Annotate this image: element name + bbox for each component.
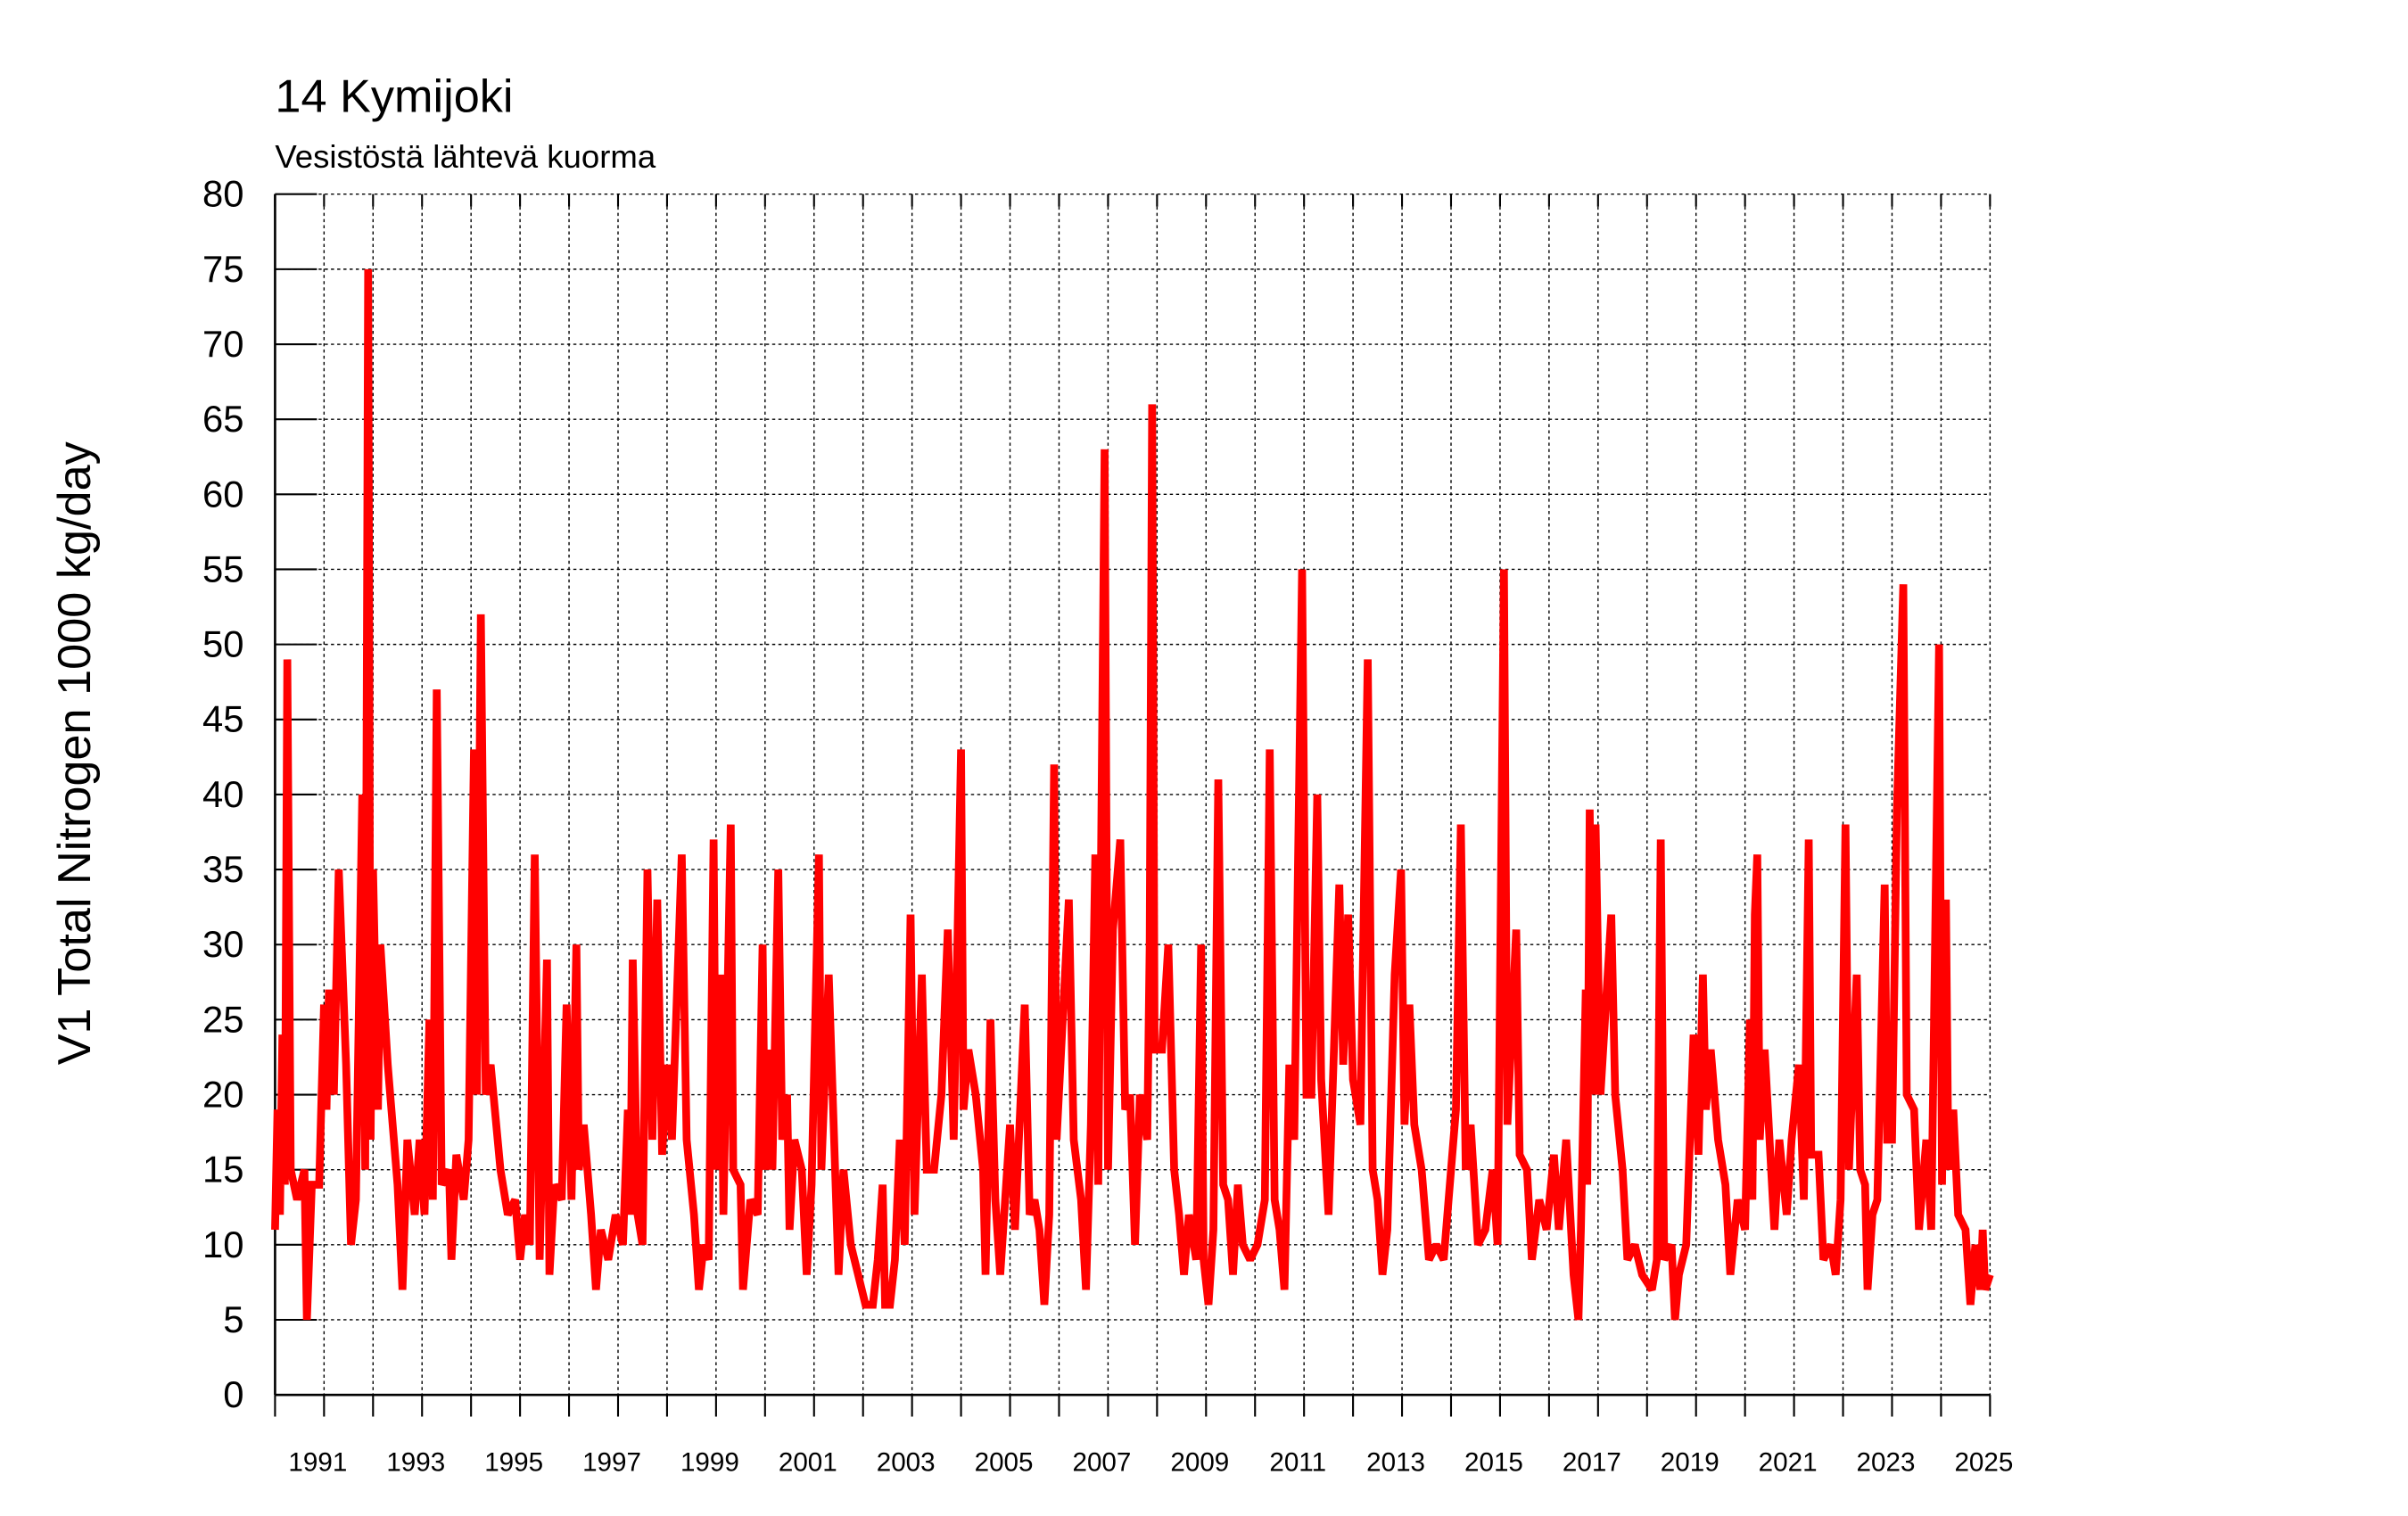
x-tick-label: 2001	[779, 1447, 837, 1477]
y-tick-label: 40	[202, 773, 244, 815]
data-line	[271, 268, 1994, 1321]
x-tick-label: 2017	[1563, 1447, 1621, 1477]
y-tick-label: 30	[202, 923, 244, 965]
y-tick-label: 15	[202, 1149, 244, 1191]
y-tick-label: 80	[202, 173, 244, 215]
y-tick-label: 60	[202, 473, 244, 515]
y-tick-label: 70	[202, 323, 244, 365]
x-tick-label: 2005	[975, 1447, 1034, 1477]
x-tick-label: 2019	[1661, 1447, 1719, 1477]
x-tick-label: 2009	[1170, 1447, 1229, 1477]
y-tick-label: 20	[202, 1073, 244, 1115]
x-tick-label: 2025	[1954, 1447, 2013, 1477]
y-tick-label: 0	[223, 1373, 243, 1415]
chart-subtitle: Vesistöstä lähtevä kuorma	[275, 138, 656, 175]
y-tick-label: 75	[202, 248, 244, 290]
y-tick-label: 55	[202, 548, 244, 589]
y-tick-label: 50	[202, 623, 244, 665]
x-tick-label: 2007	[1073, 1447, 1132, 1477]
chart-title: 14 Kymijoki	[275, 70, 513, 122]
x-tick-label: 1999	[680, 1447, 739, 1477]
y-axis-label: V1 Total Nitrogen 1000 kg/day	[49, 441, 101, 1065]
x-tick-label: 2003	[877, 1447, 936, 1477]
x-tick-label: 1997	[582, 1447, 641, 1477]
x-tick-label: 1993	[386, 1447, 445, 1477]
y-tick-label: 45	[202, 698, 244, 740]
x-tick-label: 1995	[484, 1447, 543, 1477]
x-tick-label: 2011	[1269, 1447, 1326, 1477]
x-tick-label: 2015	[1464, 1447, 1523, 1477]
y-tick-label: 25	[202, 998, 244, 1040]
y-tick-label: 10	[202, 1224, 244, 1265]
x-tick-label: 2021	[1759, 1447, 1818, 1477]
x-tick-label: 1991	[288, 1447, 347, 1477]
x-tick-label: 2013	[1366, 1447, 1425, 1477]
y-tick-label: 35	[202, 848, 244, 890]
x-tick-label: 2023	[1857, 1447, 1916, 1477]
y-tick-label: 5	[223, 1298, 243, 1340]
y-tick-label: 65	[202, 398, 244, 440]
